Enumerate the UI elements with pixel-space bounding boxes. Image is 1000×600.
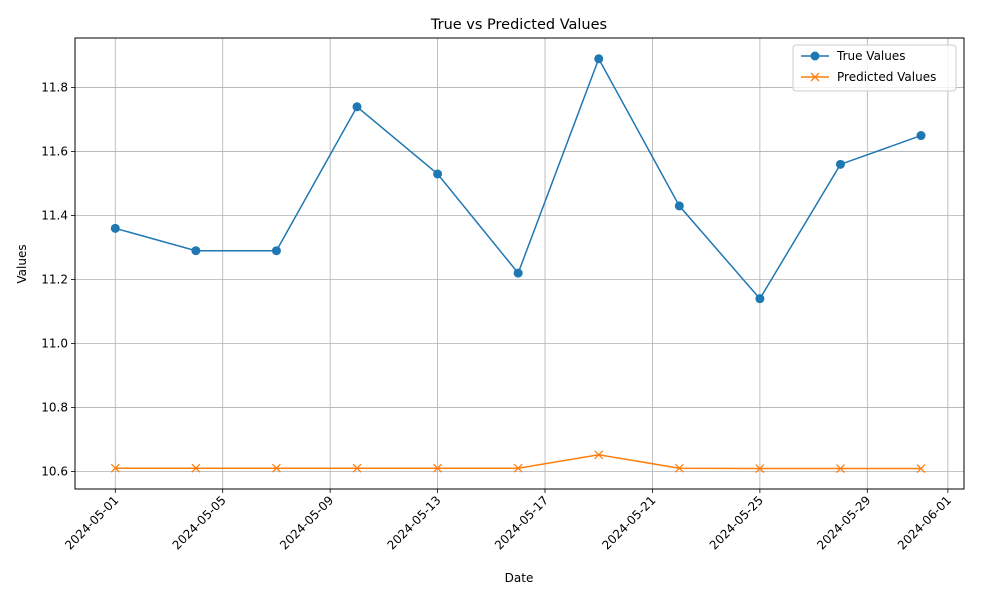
true-values-point: [835, 159, 845, 169]
true-values-point: [433, 169, 443, 179]
chart-title: True vs Predicted Values: [430, 17, 607, 33]
predicted-values-point: [594, 450, 604, 460]
true-values-point: [513, 268, 523, 278]
true-values-point: [755, 294, 765, 304]
predicted-values-point: [191, 463, 201, 473]
true-values-point: [674, 201, 684, 211]
y-axis-label: Values: [15, 244, 29, 283]
legend-predicted-values-marker: [810, 72, 820, 82]
true-values-point: [191, 246, 201, 256]
true-values-point: [594, 54, 604, 64]
y-tick-label: 11.4: [41, 209, 68, 223]
series: [110, 54, 926, 473]
x-axis-label: Date: [505, 571, 534, 585]
legend-true-values-label: True Values: [836, 49, 906, 63]
true-values-point: [352, 102, 362, 112]
predicted-values-point: [110, 463, 120, 473]
y-axis: 10.6 10.8 11.0 11.2 11.4 11.6 11.8: [41, 81, 75, 478]
y-tick-label: 11.0: [41, 336, 68, 350]
true-values-point: [110, 223, 120, 233]
plot-frame: [74, 37, 965, 490]
predicted-values-point: [674, 463, 684, 473]
predicted-values-point: [755, 464, 765, 473]
predicted-values-point: [352, 463, 362, 473]
legend-true-values-marker: [810, 51, 820, 61]
legend-predicted-values-label: Predicted Values: [837, 70, 936, 84]
predicted-values-point: [916, 464, 926, 473]
legend-box: [792, 44, 957, 92]
legend: True Values Predicted Values: [792, 44, 957, 92]
y-tick-label: 11.2: [41, 272, 68, 286]
predicted-values-point: [433, 463, 443, 473]
y-tick-label: 11.8: [41, 81, 68, 95]
predicted-values-point: [513, 463, 523, 473]
predicted-values-point: [835, 464, 845, 473]
true-values-point: [916, 131, 926, 141]
grid: [75, 38, 964, 489]
true-values-point: [271, 246, 281, 256]
y-tick-label: 10.6: [41, 464, 68, 478]
y-tick-label: 10.8: [41, 400, 68, 414]
y-tick-label: 11.6: [41, 145, 68, 159]
predicted-values-point: [271, 463, 281, 473]
